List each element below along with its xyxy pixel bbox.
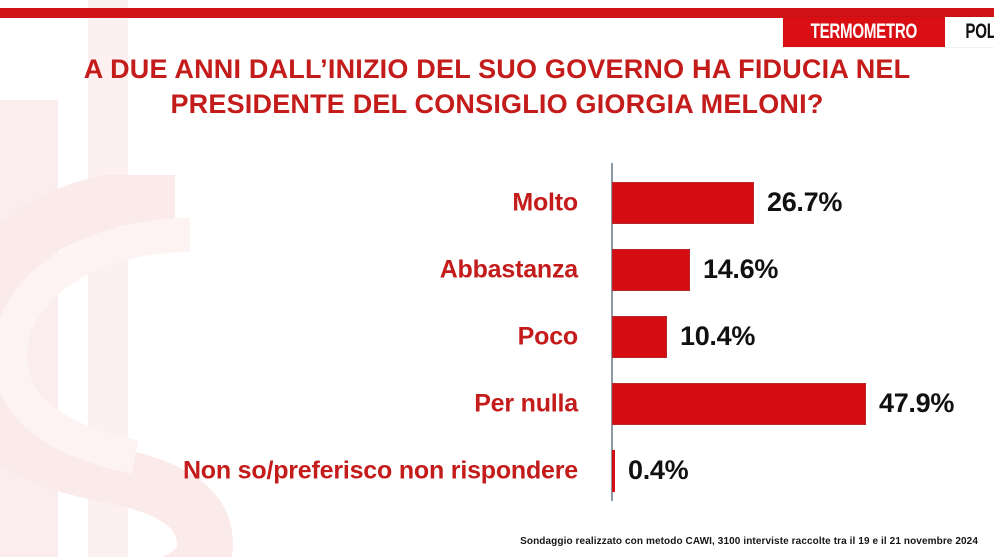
page-title-line-2: PRESIDENTE DEL CONSIGLIO GIORGIA MELONI? <box>170 89 824 119</box>
bar <box>612 449 615 492</box>
bar-value-label: 0.4% <box>628 455 689 485</box>
logo-politico-text: POLITICO <box>965 20 994 43</box>
category-label: Poco <box>517 322 579 350</box>
methodology-note: Sondaggio realizzato con metodo CAWI, 31… <box>520 536 978 547</box>
termometro-politico-logo[interactable]: TERMOMETRO POLITICO <box>783 17 994 47</box>
chart-row: Per nulla 47.9% <box>0 370 994 437</box>
logo-politico: POLITICO <box>944 17 994 47</box>
chart-row: Non so/preferisco non rispondere 0.4% <box>0 437 994 504</box>
bar <box>612 181 754 224</box>
bar-value-label: 14.6% <box>703 254 779 284</box>
bar <box>612 248 690 291</box>
logo-termometro: TERMOMETRO <box>783 17 945 47</box>
chart-row: Abbastanza 14.6% <box>0 236 994 303</box>
page-title: A DUE ANNI DALL’INIZIO DEL SUO GOVERNO H… <box>40 52 954 122</box>
bar-value-label: 47.9% <box>879 388 955 418</box>
bar-group: 10.4% <box>612 315 756 358</box>
bar-value-label: 10.4% <box>680 321 756 351</box>
bar <box>612 315 667 358</box>
chart-rows: Molto 26.7% Abbastanza 14.6% Poco 10.4% Per nu… <box>0 160 994 505</box>
page-title-line-1: A DUE ANNI DALL’INIZIO DEL SUO GOVERNO H… <box>83 54 911 84</box>
bar-chart: Molto 26.7% Abbastanza 14.6% Poco 10.4% Per nu… <box>0 160 994 505</box>
category-label: Abbastanza <box>439 255 579 283</box>
logo-termometro-text: TERMOMETRO <box>810 20 918 43</box>
bar-group: 47.9% <box>612 382 955 425</box>
bar <box>612 382 866 425</box>
top-red-rule <box>0 8 994 18</box>
chart-row: Molto 26.7% <box>0 169 994 236</box>
bar-value-label: 26.7% <box>767 187 843 217</box>
category-label: Molto <box>512 188 578 216</box>
bar-group: 0.4% <box>612 449 689 492</box>
category-label: Per nulla <box>474 389 578 417</box>
chart-row: Poco 10.4% <box>0 303 994 370</box>
bar-group: 26.7% <box>612 181 843 224</box>
category-label: Non so/preferisco non rispondere <box>182 456 578 484</box>
bar-group: 14.6% <box>612 248 779 291</box>
